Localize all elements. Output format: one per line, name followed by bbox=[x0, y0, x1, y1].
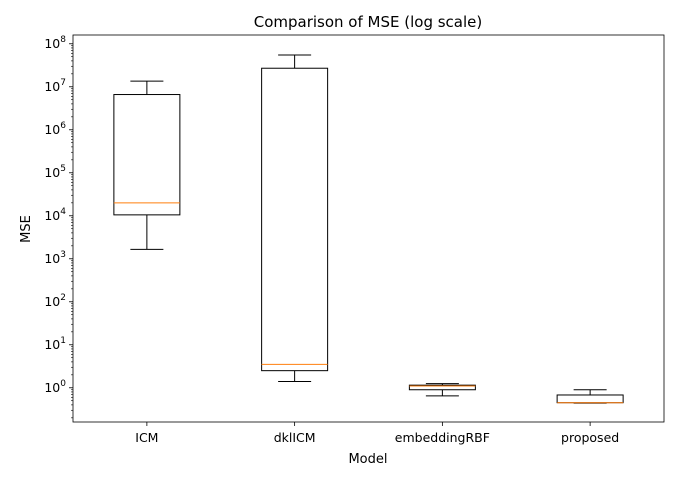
y-axis-label: MSE bbox=[19, 215, 34, 243]
x-tick-label: embeddingRBF bbox=[395, 430, 490, 445]
y-tick-label: 105 bbox=[44, 164, 66, 180]
y-tick-label: 107 bbox=[44, 78, 66, 94]
x-axis-label: Model bbox=[348, 452, 387, 467]
y-tick-label: 103 bbox=[44, 250, 66, 266]
y-tick-label: 108 bbox=[44, 35, 66, 51]
y-tick-label: 104 bbox=[44, 207, 66, 223]
x-tick-label: dklICM bbox=[274, 430, 316, 445]
y-tick-label: 101 bbox=[44, 336, 66, 352]
box-proposed bbox=[556, 394, 624, 404]
y-tick-label: 106 bbox=[44, 121, 66, 137]
y-tick-label: 102 bbox=[44, 293, 66, 309]
box-ICM bbox=[113, 94, 181, 216]
y-tick-label: 100 bbox=[44, 379, 66, 395]
x-tick-label: ICM bbox=[135, 430, 158, 445]
axes-frame bbox=[72, 34, 665, 423]
x-tick-label: proposed bbox=[561, 430, 619, 445]
box-embeddingRBF bbox=[408, 384, 476, 391]
box-dklICM bbox=[261, 67, 329, 372]
plot-area: 100 101 102 103 104 105 106 107 108 ICM dklICM embe… bbox=[44, 34, 665, 445]
chart-title: Comparison of MSE (log scale) bbox=[254, 13, 483, 31]
